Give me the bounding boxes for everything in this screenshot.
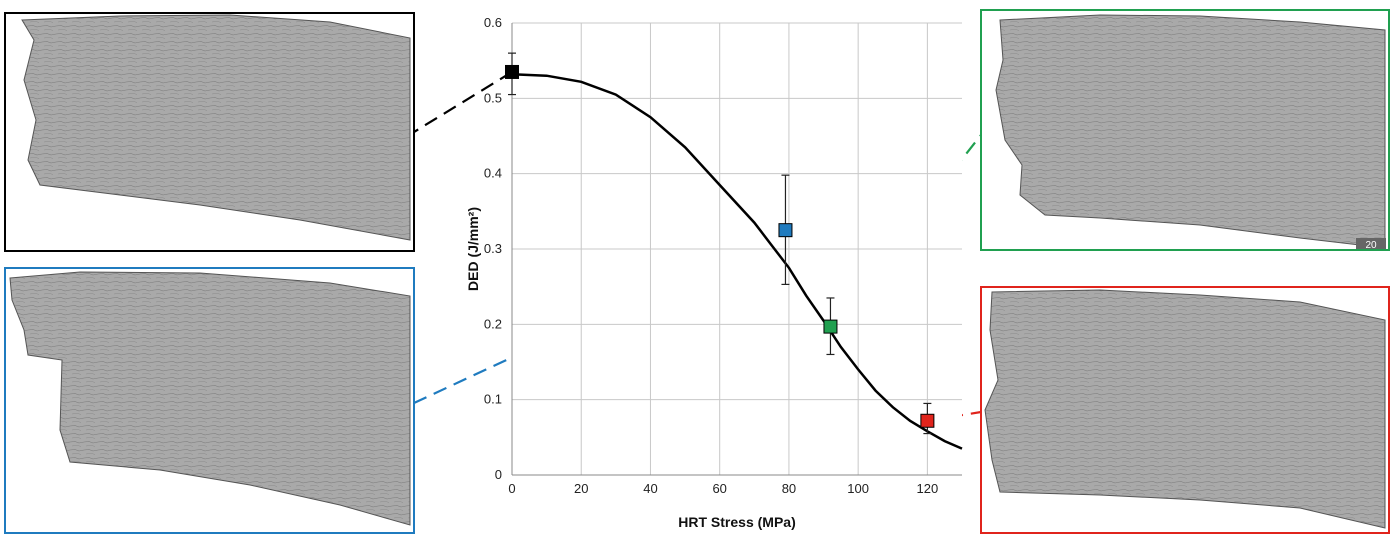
specimen-image-green xyxy=(995,14,1386,249)
x-axis-ticks: 0 20 40 60 80 100 120 xyxy=(508,481,938,496)
scale-tag-label: 20 xyxy=(1365,240,1377,251)
x-tick-label: 20 xyxy=(574,481,588,496)
inset-black xyxy=(4,12,415,252)
y-tick-label: 0.4 xyxy=(484,166,502,181)
x-tick-label: 60 xyxy=(712,481,726,496)
x-tick-label: 120 xyxy=(917,481,939,496)
scale-tag xyxy=(1356,238,1386,249)
y-tick-label: 0.5 xyxy=(484,90,502,105)
fit-curve xyxy=(511,72,963,450)
data-point-red xyxy=(920,413,935,428)
y-axis-ticks: 0 0.1 0.2 0.3 0.4 0.5 0.6 xyxy=(484,15,502,482)
inset-blue xyxy=(4,267,415,534)
specimen-image-red xyxy=(984,289,1386,529)
chart: 0 0.1 0.2 0.3 0.4 0.5 0.6 0 20 40 60 80 100 120 HRT … xyxy=(465,15,963,530)
inset-green: 20 xyxy=(980,9,1390,251)
y-tick-label: 0.1 xyxy=(484,392,502,407)
y-tick-label: 0 xyxy=(495,467,502,482)
data-markers xyxy=(505,64,935,428)
x-tick-label: 40 xyxy=(643,481,657,496)
data-point-blue xyxy=(778,223,793,238)
x-tick-label: 0 xyxy=(508,481,515,496)
y-tick-label: 0.2 xyxy=(484,316,502,331)
y-tick-label: 0.6 xyxy=(484,15,502,30)
data-point-green xyxy=(823,319,838,334)
x-tick-label: 100 xyxy=(847,481,869,496)
x-tick-label: 80 xyxy=(782,481,796,496)
specimen-image-blue xyxy=(9,271,411,526)
x-axis-title: HRT Stress (MPa) xyxy=(678,514,795,530)
connector-black xyxy=(413,71,513,133)
data-point-black xyxy=(505,64,519,79)
inset-red xyxy=(980,286,1390,534)
y-tick-label: 0.3 xyxy=(484,241,502,256)
specimen-image-black xyxy=(21,14,411,241)
y-axis-title: DED (J/mm²) xyxy=(465,207,481,291)
